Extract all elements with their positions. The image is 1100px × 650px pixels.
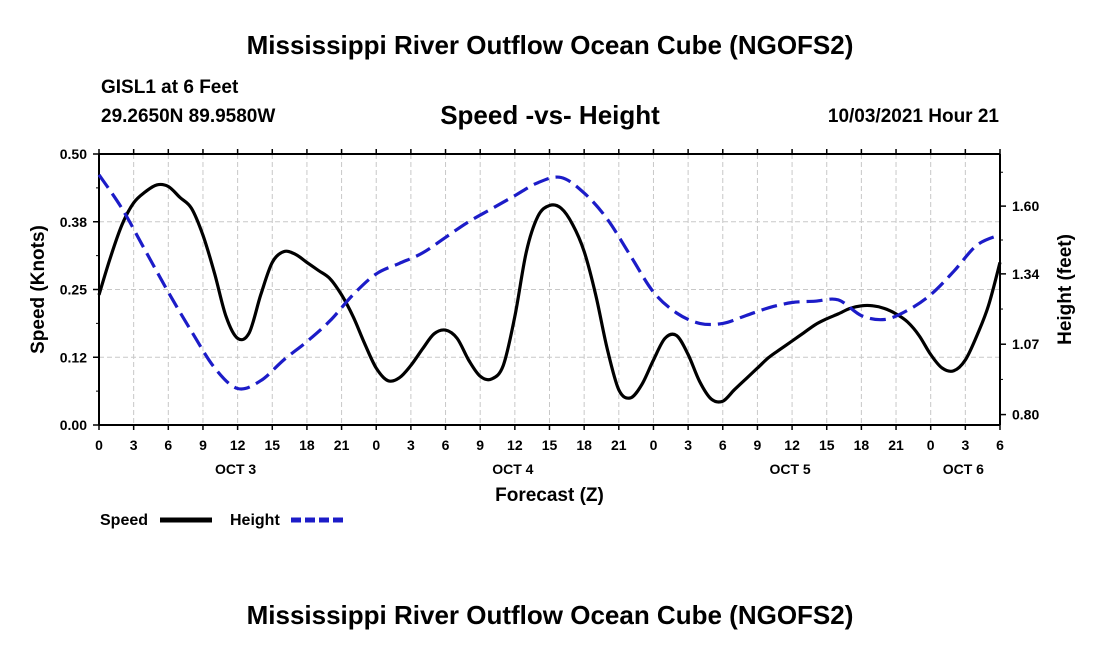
right-tick-label: 0.80 [1012,407,1039,423]
axis-labels: 0.00 0.12 0.25 0.38 0.50 0.80 1.07 1.34 1.60 0 3 6 9… [28,146,1076,506]
data-series [97,173,1002,404]
day-label: OCT 4 [492,461,533,477]
day-label: OCT 3 [215,461,256,477]
x-tick-label: 6 [719,437,727,453]
x-tick-label: 3 [130,437,138,453]
x-tick-label: 15 [819,437,835,453]
x-tick-label: 21 [611,437,627,453]
x-tick-label: 12 [507,437,523,453]
left-tick-label: 0.00 [60,417,87,433]
x-tick-label: 3 [407,437,415,453]
left-tick-label: 0.38 [60,214,87,230]
x-tick-label: 12 [784,437,800,453]
left-tick-label: 0.25 [60,282,87,298]
x-tick-label: 6 [996,437,1004,453]
left-axis-title: Speed (Knots) [28,225,49,354]
right-tick-label: 1.34 [1012,266,1039,282]
left-tick-label: 0.50 [60,146,87,162]
chart-legend: Speed Height [100,512,343,529]
x-tick-label: 18 [576,437,592,453]
chart-subtitle: Speed -vs- Height [440,100,660,130]
right-tick-label: 1.07 [1012,336,1039,352]
x-tick-label: 0 [95,437,103,453]
left-tick-label: 0.12 [60,349,87,365]
x-tick-label: 18 [854,437,870,453]
grid-lines [99,154,1000,425]
footer-title: Mississippi River Outflow Ocean Cube (NG… [246,600,854,630]
x-axis-title: Forecast (Z) [495,485,604,506]
day-label: OCT 6 [943,461,984,477]
series-line-height [97,173,1001,391]
x-tick-label: 18 [299,437,315,453]
x-tick-label: 21 [888,437,904,453]
x-tick-label: 6 [164,437,172,453]
x-tick-label: 0 [372,437,380,453]
day-label: OCT 5 [769,461,810,477]
x-tick-label: 9 [476,437,484,453]
x-tick-label: 3 [961,437,969,453]
station-label: GISL1 at 6 Feet [101,77,239,98]
chart-title: Mississippi River Outflow Ocean Cube (NG… [246,30,854,60]
right-axis-title: Height (feet) [1055,234,1076,345]
x-tick-label: 9 [199,437,207,453]
x-tick-label: 9 [754,437,762,453]
station-coordinates: 29.2650N 89.9580W [101,106,276,127]
x-tick-label: 3 [684,437,692,453]
forecast-datetime: 10/03/2021 Hour 21 [827,106,999,127]
x-tick-label: 0 [927,437,935,453]
x-tick-label: 15 [264,437,280,453]
x-tick-label: 0 [650,437,658,453]
right-tick-label: 1.60 [1012,198,1039,214]
x-tick-label: 15 [542,437,558,453]
x-tick-label: 12 [230,437,246,453]
legend-label-speed: Speed [100,512,148,529]
legend-label-height: Height [230,512,280,529]
x-tick-label: 21 [334,437,350,453]
x-tick-label: 6 [442,437,450,453]
